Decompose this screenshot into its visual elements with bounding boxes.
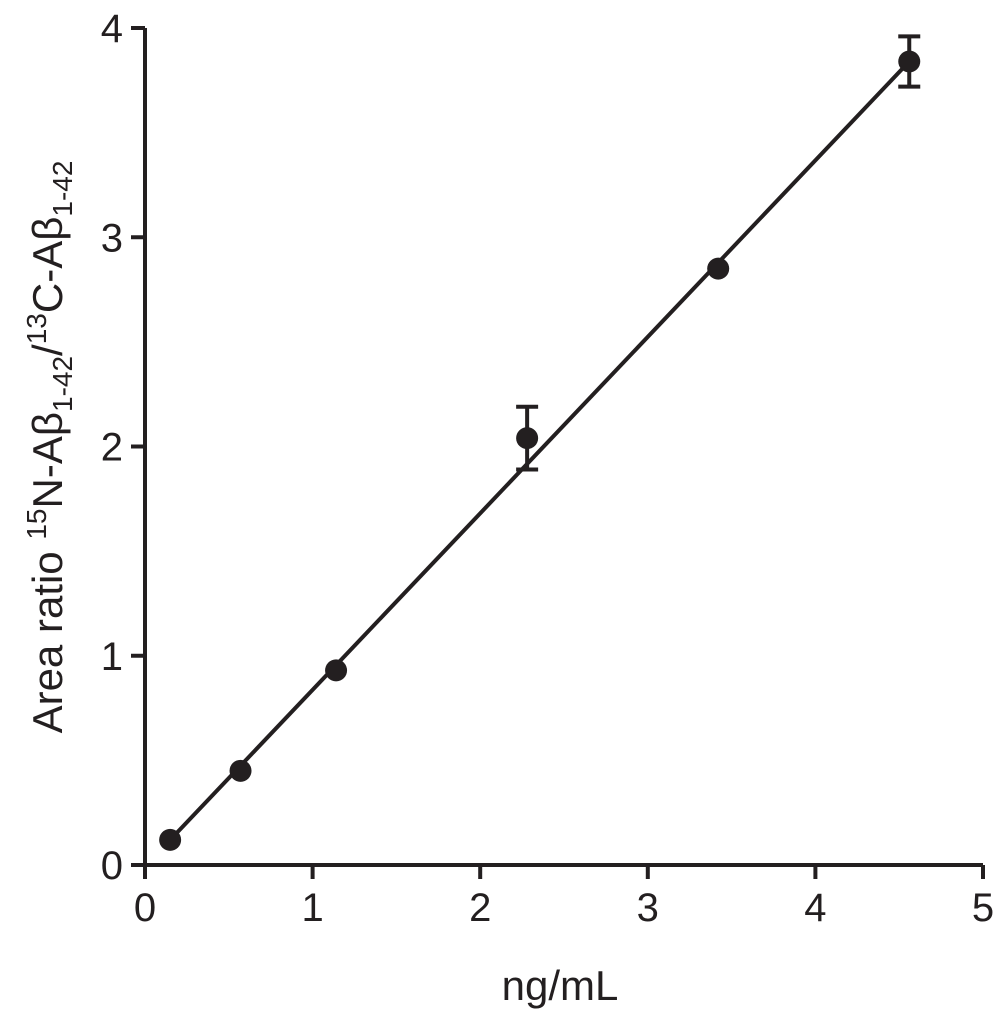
x-tick-label: 4: [804, 886, 826, 930]
x-tick-label: 2: [469, 886, 491, 930]
x-tick-label: 0: [134, 886, 156, 930]
y-axis-title-sup1: 15: [21, 509, 52, 540]
x-tick-label: 1: [301, 886, 323, 930]
data-point: [707, 257, 730, 280]
x-tick-label: 5: [972, 886, 994, 930]
x-tick-label: 3: [637, 886, 659, 930]
data-point: [516, 427, 539, 450]
y-tick-label: 0: [101, 844, 123, 888]
y-axis-title-slash: /: [24, 344, 71, 356]
data-point: [229, 759, 252, 782]
axes: [143, 28, 983, 867]
data-point: [325, 659, 348, 682]
data-point: [159, 828, 182, 851]
ticks: 0 1 2 3 4 5 0 1 2 3 4: [101, 7, 994, 930]
y-axis-title-part2: C-Aβ: [24, 217, 71, 314]
y-axis-title-prefix: Area ratio: [24, 540, 71, 734]
y-tick-label: 4: [101, 7, 123, 51]
y-axis-title: Area ratio 15N-Aβ1-42/13C-Aβ1-42: [21, 161, 78, 734]
x-axis-title: ng/mL: [502, 962, 619, 1009]
fit-line: [168, 60, 911, 842]
fit-line-group: [168, 60, 911, 842]
y-axis-title-sup2: 13: [21, 313, 52, 344]
y-tick-label: 3: [101, 216, 123, 260]
y-axis-title-sub1: 1-42: [47, 356, 78, 412]
y-tick-label: 2: [101, 426, 123, 470]
y-axis-title-part1: N-Aβ: [24, 412, 71, 509]
y-axis-title-sub2: 1-42: [47, 161, 78, 217]
data-point: [898, 50, 921, 73]
y-tick-label: 1: [101, 635, 123, 679]
data-points: [159, 34, 921, 851]
